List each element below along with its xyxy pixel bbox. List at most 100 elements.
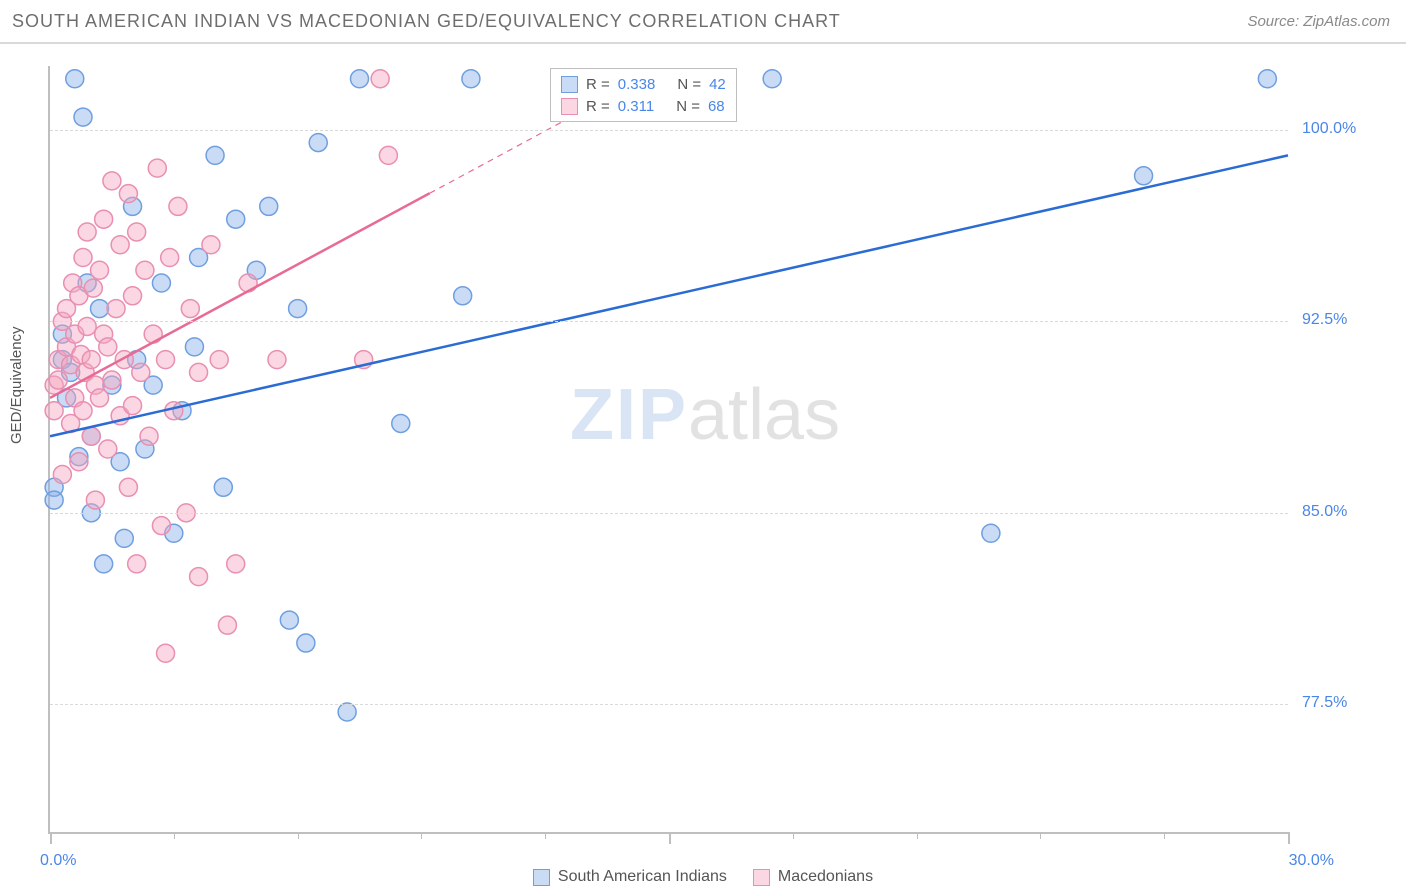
correlation-legend: R = 0.338 N = 42 R = 0.311 N = 68 xyxy=(550,68,737,122)
data-point xyxy=(169,197,187,215)
data-point xyxy=(84,279,102,297)
legend-item-sai: South American Indians xyxy=(533,868,727,886)
data-point xyxy=(74,249,92,267)
data-point xyxy=(45,491,63,509)
data-point xyxy=(136,261,154,279)
x-tick-minor xyxy=(1164,832,1165,839)
data-point xyxy=(82,351,100,369)
data-point xyxy=(78,317,96,335)
data-point xyxy=(214,478,232,496)
gridline xyxy=(50,130,1288,131)
data-point xyxy=(152,274,170,292)
n-value-sai: 42 xyxy=(709,76,726,93)
x-tick-major xyxy=(1288,832,1290,844)
data-point xyxy=(1258,70,1276,88)
data-point xyxy=(351,70,369,88)
plot-svg xyxy=(50,66,1288,832)
gridline xyxy=(50,321,1288,322)
data-point xyxy=(297,634,315,652)
data-point xyxy=(124,397,142,415)
data-point xyxy=(227,210,245,228)
data-point xyxy=(227,555,245,573)
data-point xyxy=(66,70,84,88)
data-point xyxy=(53,466,71,484)
data-point xyxy=(82,427,100,445)
gridline xyxy=(50,704,1288,705)
data-point xyxy=(128,555,146,573)
data-point xyxy=(132,363,150,381)
data-point xyxy=(763,70,781,88)
data-point xyxy=(107,300,125,318)
x-tick-minor xyxy=(1040,832,1041,839)
data-point xyxy=(95,210,113,228)
x-tick-minor xyxy=(298,832,299,839)
gridline xyxy=(50,513,1288,514)
r-prefix: R = xyxy=(586,76,610,93)
y-tick-label: 77.5% xyxy=(1302,694,1347,712)
square-icon xyxy=(753,869,770,886)
chart-area: GED/Equivalency ZIPatlas R = 0.338 N = 4… xyxy=(0,44,1406,892)
data-point xyxy=(119,185,137,203)
data-point xyxy=(161,249,179,267)
data-point xyxy=(74,108,92,126)
x-tick-minor xyxy=(545,832,546,839)
r-value-sai: 0.338 xyxy=(618,76,656,93)
data-point xyxy=(91,261,109,279)
series-name-sai: South American Indians xyxy=(558,868,727,886)
square-icon xyxy=(533,869,550,886)
square-icon xyxy=(561,76,578,93)
data-point xyxy=(95,555,113,573)
data-point xyxy=(91,389,109,407)
data-point xyxy=(309,134,327,152)
data-point xyxy=(74,402,92,420)
data-point xyxy=(124,287,142,305)
data-point xyxy=(210,351,228,369)
legend-row-sai: R = 0.338 N = 42 xyxy=(561,73,726,95)
data-point xyxy=(218,616,236,634)
data-point xyxy=(181,300,199,318)
data-point xyxy=(157,351,175,369)
series-name-mac: Macedonians xyxy=(778,868,873,886)
data-point xyxy=(157,644,175,662)
data-point xyxy=(289,300,307,318)
data-point xyxy=(99,440,117,458)
y-tick-label: 92.5% xyxy=(1302,311,1347,329)
x-tick-major xyxy=(50,832,52,844)
data-point xyxy=(91,300,109,318)
data-point xyxy=(144,325,162,343)
data-point xyxy=(78,223,96,241)
n-prefix: N = xyxy=(676,98,700,115)
trend-line xyxy=(50,155,1288,436)
data-point xyxy=(103,371,121,389)
y-axis-label: GED/Equivalency xyxy=(8,326,25,444)
data-point xyxy=(260,197,278,215)
plot-region: ZIPatlas R = 0.338 N = 42 R = 0.311 N = … xyxy=(48,66,1288,834)
data-point xyxy=(148,159,166,177)
x-tick-major xyxy=(669,832,671,844)
n-value-mac: 68 xyxy=(708,98,725,115)
x-tick-minor xyxy=(917,832,918,839)
data-point xyxy=(111,236,129,254)
data-point xyxy=(280,611,298,629)
data-point xyxy=(454,287,472,305)
data-point xyxy=(982,524,1000,542)
data-point xyxy=(462,70,480,88)
x-tick-minor xyxy=(174,832,175,839)
chart-source: Source: ZipAtlas.com xyxy=(1247,13,1390,30)
r-value-mac: 0.311 xyxy=(618,98,654,115)
data-point xyxy=(45,402,63,420)
data-point xyxy=(268,351,286,369)
data-point xyxy=(202,236,220,254)
data-point xyxy=(185,338,203,356)
data-point xyxy=(99,338,117,356)
data-point xyxy=(379,146,397,164)
y-tick-label: 100.0% xyxy=(1302,120,1356,138)
data-point xyxy=(49,371,67,389)
data-point xyxy=(103,172,121,190)
data-point xyxy=(86,491,104,509)
data-point xyxy=(70,453,88,471)
chart-title: SOUTH AMERICAN INDIAN VS MACEDONIAN GED/… xyxy=(12,11,841,32)
data-point xyxy=(239,274,257,292)
data-point xyxy=(152,517,170,535)
data-point xyxy=(115,529,133,547)
